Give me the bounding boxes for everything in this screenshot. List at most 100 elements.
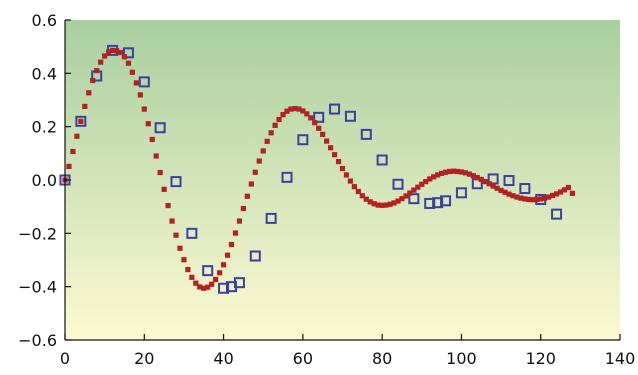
- filled-square-point: [355, 188, 361, 195]
- filled-square-point: [498, 187, 504, 193]
- filled-square-point: [363, 196, 369, 202]
- filled-square-point: [411, 187, 417, 193]
- filled-square-point: [450, 168, 457, 174]
- y-tick-label: 0.4: [32, 64, 57, 83]
- open-square-point: [376, 154, 388, 166]
- filled-square-point: [395, 198, 401, 204]
- open-square-point: [138, 76, 150, 88]
- open-square-point: [170, 176, 182, 188]
- filled-square-point: [466, 171, 472, 177]
- filled-square-point: [153, 153, 159, 159]
- filled-square-point: [331, 152, 338, 158]
- filled-square-point: [209, 281, 215, 287]
- filled-square-point: [316, 125, 322, 131]
- filled-square-point: [137, 92, 143, 98]
- filled-square-point: [320, 131, 326, 137]
- filled-square-point: [248, 181, 254, 187]
- filled-square-point: [510, 193, 516, 199]
- open-square-point: [440, 195, 452, 207]
- filled-square-point: [193, 280, 199, 286]
- filled-square-point: [90, 77, 96, 84]
- filled-square-point: [284, 108, 290, 114]
- filled-square-point: [125, 60, 132, 66]
- open-square-point: [75, 115, 87, 127]
- filled-square-point: [442, 169, 449, 175]
- filled-square-point: [339, 165, 346, 172]
- filled-square-point: [518, 195, 524, 201]
- open-square-point: [122, 47, 134, 59]
- plot-background: [65, 20, 620, 340]
- x-tick-label: 140: [605, 349, 636, 368]
- open-square-point: [313, 111, 325, 123]
- y-ticks: −0.6 −0.4 −0.2 0.0 0.2 0.4 0.6: [18, 11, 71, 350]
- open-square-point: [186, 227, 198, 239]
- filled-square-point: [244, 193, 250, 199]
- filled-square-point: [407, 190, 413, 196]
- open-square-point: [344, 110, 356, 122]
- filled-square-point: [482, 179, 488, 185]
- filled-square-point: [288, 106, 294, 112]
- filled-square-point: [264, 138, 270, 144]
- x-ticks: 0 20 40 60 80 100 120 140: [60, 334, 635, 368]
- open-square-point: [297, 134, 309, 146]
- open-square-point: [249, 250, 261, 262]
- filled-square-point: [399, 196, 405, 202]
- y-tick-label: 0.6: [32, 11, 57, 30]
- filled-square-point: [423, 179, 429, 185]
- filled-square-point: [534, 196, 540, 203]
- filled-square-point: [308, 115, 314, 121]
- filled-square-point: [213, 276, 219, 283]
- filled-square-point: [300, 108, 306, 114]
- filled-square-point: [462, 170, 468, 176]
- filled-square-point: [454, 168, 461, 175]
- filled-square-point: [78, 118, 84, 124]
- filled-square-point: [478, 176, 484, 183]
- filled-square-point: [387, 201, 393, 207]
- y-tick-label: −0.6: [18, 331, 57, 350]
- filled-square-point: [189, 274, 195, 280]
- filled-square-point: [121, 54, 128, 60]
- filled-square-point: [403, 193, 409, 199]
- filled-square-point: [474, 175, 480, 181]
- x-tick-label: 0: [60, 349, 70, 368]
- filled-square-point: [538, 196, 544, 202]
- open-square-point: [360, 128, 372, 140]
- filled-square-point: [557, 189, 564, 195]
- filled-square-point: [272, 122, 278, 128]
- open-square-point: [408, 193, 420, 205]
- y-tick-label: −0.4: [18, 278, 57, 297]
- open-square-point: [154, 122, 166, 134]
- filled-square-point: [236, 218, 243, 224]
- filled-square-point: [98, 59, 104, 65]
- filled-square-point: [522, 196, 528, 202]
- filled-square-point: [335, 159, 342, 165]
- filled-square-point: [427, 176, 433, 182]
- filled-square-point: [514, 194, 520, 200]
- filled-square-point: [106, 49, 112, 55]
- open-square-point: [233, 277, 245, 289]
- open-square-point: [551, 208, 563, 220]
- open-square-point: [519, 183, 531, 195]
- x-tick-label: 100: [446, 349, 477, 368]
- filled-square-point: [252, 169, 258, 175]
- open-square-point: [487, 173, 499, 185]
- filled-square-point: [205, 284, 211, 290]
- filled-square-point: [70, 148, 76, 155]
- y-tick-label: 0.2: [32, 118, 57, 137]
- filled-square-point: [276, 116, 282, 123]
- filled-square-point: [312, 120, 318, 126]
- filled-square-point: [561, 187, 568, 193]
- filled-square-point: [201, 285, 207, 291]
- filled-square-point: [66, 163, 72, 169]
- filled-square-point: [74, 133, 80, 139]
- filled-square-point: [220, 262, 227, 268]
- open-square-point: [281, 171, 293, 183]
- filled-square-point: [197, 284, 203, 290]
- open-square-point: [424, 197, 436, 209]
- filled-square-point: [304, 111, 310, 117]
- x-tick-label: 80: [372, 349, 392, 368]
- open-square-point: [202, 265, 214, 277]
- filled-square-point: [391, 200, 397, 206]
- filled-square-point: [133, 80, 139, 86]
- filled-square-point: [280, 112, 286, 118]
